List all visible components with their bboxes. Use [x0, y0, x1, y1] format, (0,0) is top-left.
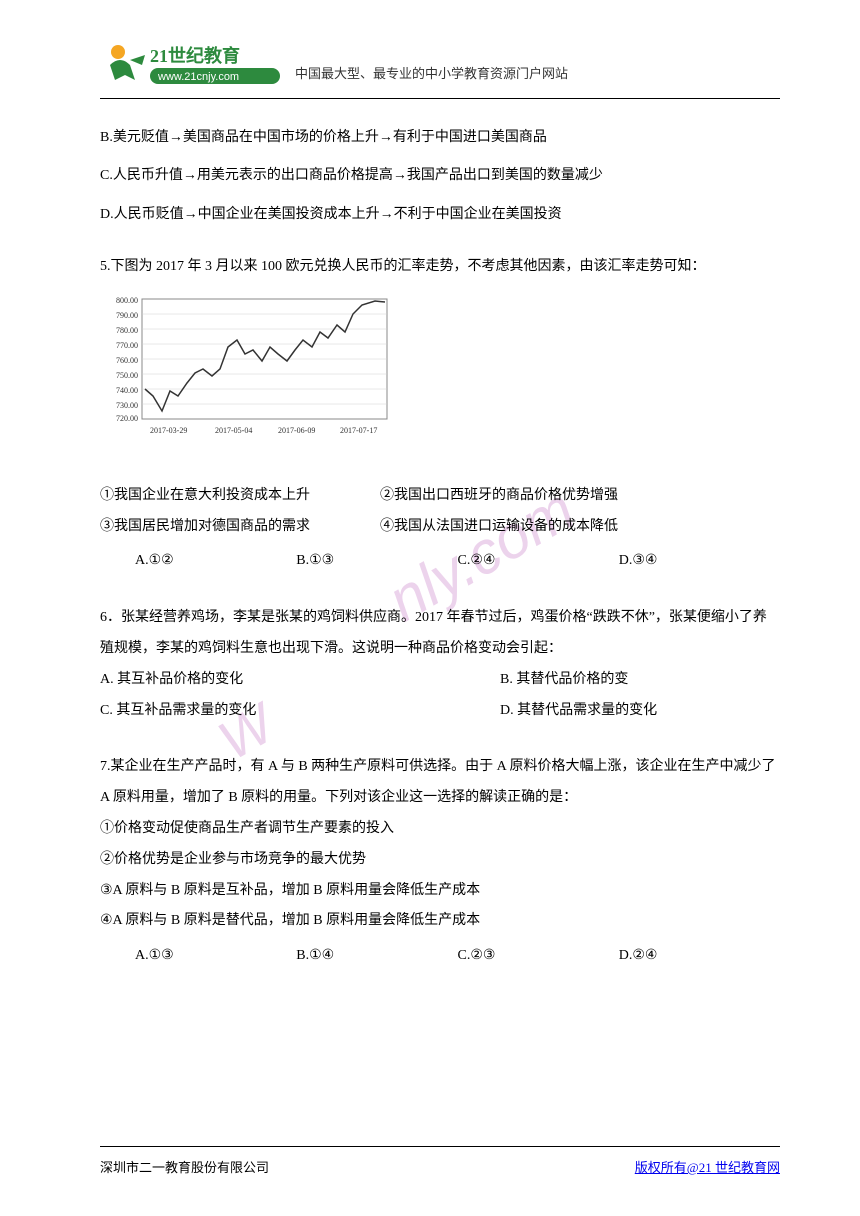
q5-chart: 800.00 790.00 780.00 770.00 760.00 750.0…: [100, 291, 780, 459]
q7-sub4: ④A 原料与 B 原料是替代品，增加 B 原料用量会降低生产成本: [100, 906, 780, 937]
svg-text:2017-03-29: 2017-03-29: [150, 426, 187, 435]
q7-text: 7.某企业在生产产品时，有 A 与 B 两种生产原料可供选择。由于 A 原料价格…: [100, 752, 780, 814]
footer-copyright-link[interactable]: 版权所有@21 世纪教育网: [635, 1157, 780, 1176]
svg-text:800.00: 800.00: [116, 296, 138, 305]
q7-sub2: ②价格优势是企业参与市场竞争的最大优势: [100, 845, 780, 876]
svg-text:750.00: 750.00: [116, 371, 138, 380]
q6-option-c: C. 其互补品需求量的变化: [100, 696, 500, 727]
logo: 21世纪教育 www.21cnjy.com: [100, 40, 285, 90]
q5-sub1: ①我国企业在意大利投资成本上升: [100, 481, 380, 512]
svg-text:740.00: 740.00: [116, 386, 138, 395]
svg-text:www.21cnjy.com: www.21cnjy.com: [157, 71, 239, 83]
footer-company: 深圳市二一教育股份有限公司: [100, 1157, 269, 1176]
question-6: 6．张某经营养鸡场，李某是张某的鸡饲料供应商。2017 年春节过后，鸡蛋价格“跌…: [100, 603, 780, 726]
header-divider: [100, 98, 780, 99]
q6-option-b: B. 其替代品价格的变: [500, 665, 628, 696]
q7-answer-d: D.②④: [619, 941, 780, 972]
q6-text: 6．张某经营养鸡场，李某是张某的鸡饲料供应商。2017 年春节过后，鸡蛋价格“跌…: [100, 603, 780, 665]
svg-text:21世纪教育: 21世纪教育: [150, 45, 240, 66]
q7-answer-b: B.①④: [296, 941, 457, 972]
q4-option-b: B.美元贬值→美国商品在中国市场的价格上升→有利于中国进口美国商品: [100, 127, 780, 149]
q5-answer-a: A.①②: [135, 546, 296, 577]
svg-text:2017-07-17: 2017-07-17: [340, 426, 377, 435]
page-footer: 深圳市二一教育股份有限公司 版权所有@21 世纪教育网: [100, 1146, 780, 1176]
page-header: 21世纪教育 www.21cnjy.com 中国最大型、最专业的中小学教育资源门…: [100, 40, 780, 90]
q5-sub3: ③我国居民增加对德国商品的需求: [100, 512, 380, 543]
q5-text: 5.下图为 2017 年 3 月以来 100 欧元兑换人民币的汇率走势，不考虑其…: [100, 252, 780, 283]
q5-answer-c: C.②④: [458, 546, 619, 577]
svg-text:760.00: 760.00: [116, 356, 138, 365]
q7-answer-c: C.②③: [458, 941, 619, 972]
q5-sub4: ④我国从法国进口运输设备的成本降低: [380, 512, 618, 543]
q6-option-d: D. 其替代品需求量的变化: [500, 696, 657, 727]
svg-text:720.00: 720.00: [116, 414, 138, 423]
q5-answer-d: D.③④: [619, 546, 780, 577]
svg-text:790.00: 790.00: [116, 311, 138, 320]
q7-sub1: ①价格变动促使商品生产者调节生产要素的投入: [100, 814, 780, 845]
q5-answer-b: B.①③: [296, 546, 457, 577]
svg-text:730.00: 730.00: [116, 401, 138, 410]
q7-answer-a: A.①③: [135, 941, 296, 972]
svg-text:770.00: 770.00: [116, 341, 138, 350]
question-7: 7.某企业在生产产品时，有 A 与 B 两种生产原料可供选择。由于 A 原料价格…: [100, 752, 780, 972]
svg-text:780.00: 780.00: [116, 326, 138, 335]
q7-sub3: ③A 原料与 B 原料是互补品，增加 B 原料用量会降低生产成本: [100, 876, 780, 907]
footer-divider: [100, 1146, 780, 1147]
svg-text:2017-06-09: 2017-06-09: [278, 426, 315, 435]
q5-sub2: ②我国出口西班牙的商品价格优势增强: [380, 481, 618, 512]
header-tagline: 中国最大型、最专业的中小学教育资源门户网站: [295, 63, 568, 82]
q4-option-d: D.人民币贬值→中国企业在美国投资成本上升→不利于中国企业在美国投资: [100, 204, 780, 226]
q4-option-c: C.人民币升值→用美元表示的出口商品价格提高→我国产品出口到美国的数量减少: [100, 165, 780, 187]
svg-text:2017-05-04: 2017-05-04: [215, 426, 252, 435]
question-5: 5.下图为 2017 年 3 月以来 100 欧元兑换人民币的汇率走势，不考虑其…: [100, 252, 780, 577]
q6-option-a: A. 其互补品价格的变化: [100, 665, 500, 696]
